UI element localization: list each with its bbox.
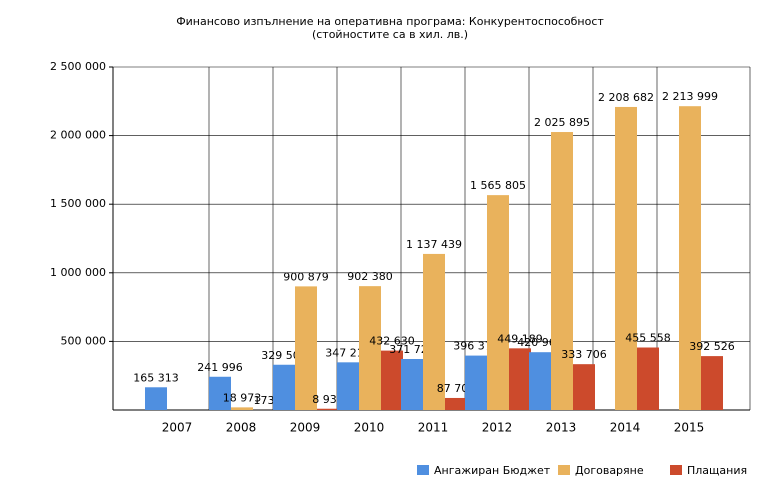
bar [637, 347, 659, 410]
x-tick-label: 2012 [482, 421, 513, 435]
bar [401, 358, 423, 410]
legend-swatch [670, 465, 682, 475]
data-label: 2 213 999 [662, 90, 718, 103]
data-label: 8 932 [312, 393, 344, 406]
x-tick-label: 2015 [674, 421, 705, 435]
legend-label: Договаряне [575, 464, 644, 477]
legend-label: Плащания [687, 464, 747, 477]
y-tick-label: 1 500 000 [50, 197, 106, 210]
data-label: 18 973 [223, 391, 262, 404]
x-tick-label: 2010 [354, 421, 385, 435]
data-label: 165 313 [133, 371, 179, 384]
legend-label: Ангажиран Бюджет [434, 464, 551, 477]
bar [487, 195, 509, 410]
bar [317, 408, 339, 410]
y-tick-label: 2 000 000 [50, 129, 106, 142]
legend-swatch [558, 465, 570, 475]
x-tick-label: 2007 [162, 421, 193, 435]
bar [573, 364, 595, 410]
y-tick-label: 1 000 000 [50, 266, 106, 279]
bar [273, 364, 295, 410]
data-label: 2 208 682 [598, 91, 654, 104]
x-tick-label: 2013 [546, 421, 577, 435]
x-tick-label: 2008 [226, 421, 257, 435]
x-tick-label: 2014 [610, 421, 641, 435]
data-label: 902 380 [347, 270, 393, 283]
bar [231, 407, 253, 410]
x-tick-label: 2011 [418, 421, 449, 435]
bar [679, 106, 701, 411]
chart-subtitle: (стойностите са в хил. лв.) [312, 28, 468, 41]
data-label: 449 189 [497, 332, 543, 345]
bar [359, 286, 381, 410]
bar [445, 397, 467, 410]
bar [701, 356, 723, 410]
data-label: 392 526 [689, 340, 735, 353]
data-label: 432 630 [369, 335, 415, 348]
y-tick-label: 2 500 000 [50, 60, 106, 73]
bar [509, 348, 531, 410]
bar [529, 352, 551, 410]
data-label: 1 137 439 [406, 238, 462, 251]
data-label: 2 025 895 [534, 116, 590, 129]
x-tick-label: 2009 [290, 421, 321, 435]
bar [145, 387, 167, 410]
data-label: 241 996 [197, 361, 243, 374]
data-label: 1 565 805 [470, 179, 526, 192]
data-label: 900 879 [283, 270, 329, 283]
bar [337, 362, 359, 410]
bar [465, 355, 487, 410]
chart-title: Финансово изпълнение на оперативна прогр… [176, 15, 604, 28]
data-label: 173 [254, 394, 275, 407]
legend-swatch [417, 465, 429, 475]
y-tick-label: 500 000 [61, 334, 107, 347]
bar [381, 350, 403, 410]
bar [615, 106, 637, 411]
data-label: 455 558 [625, 331, 671, 344]
bar [295, 286, 317, 410]
data-label: 333 706 [561, 348, 607, 361]
bar [551, 132, 573, 410]
